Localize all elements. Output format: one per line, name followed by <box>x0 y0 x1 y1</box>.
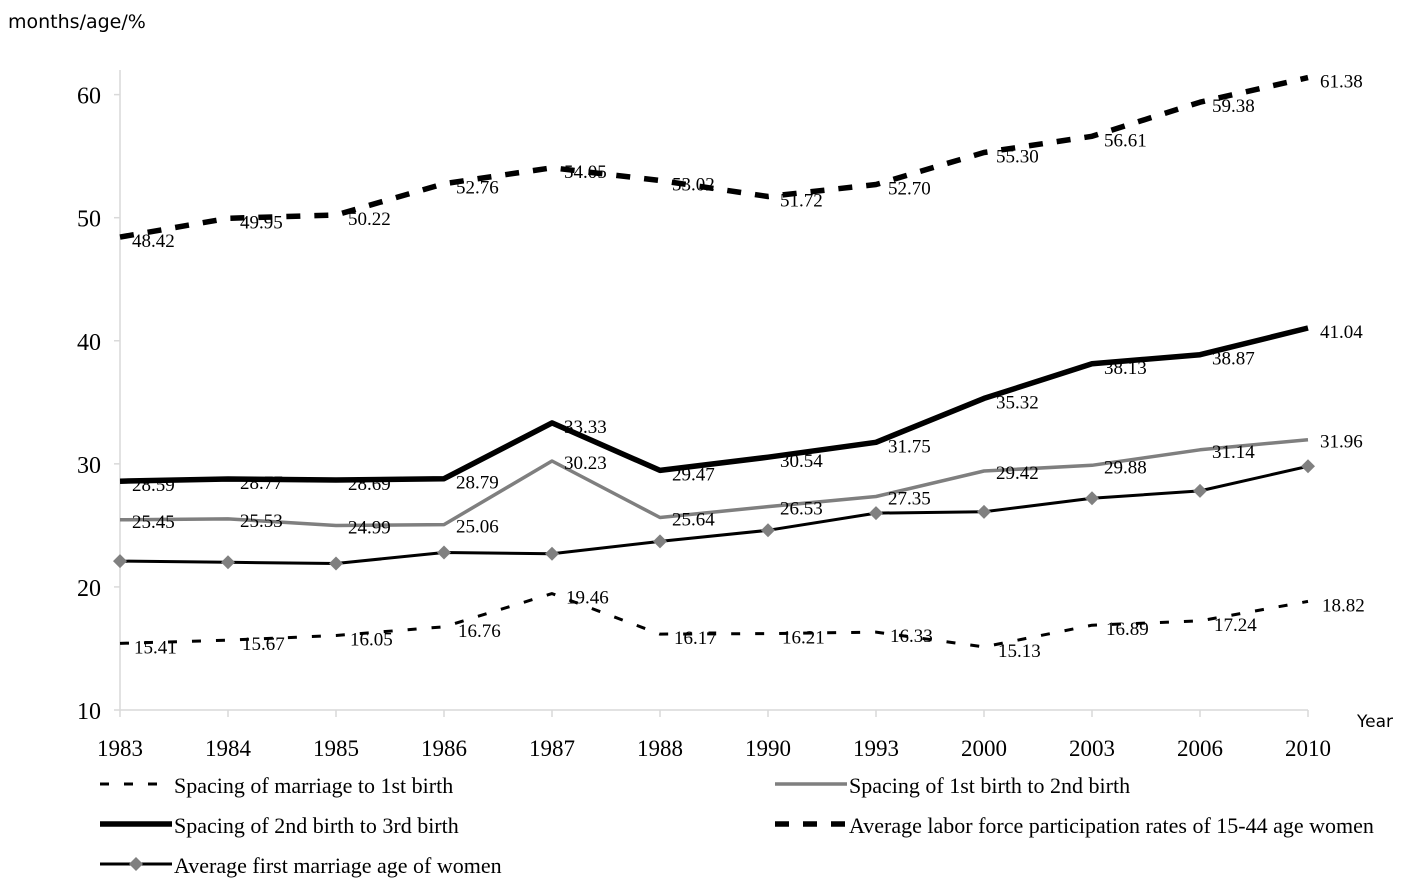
data-label: 25.06 <box>456 517 499 538</box>
data-label: 38.87 <box>1212 349 1255 370</box>
x-axis-label: Year <box>1356 712 1393 732</box>
series-line <box>119 464 1309 565</box>
data-label: 28.59 <box>132 475 175 496</box>
legend-label: Average labor force participation rates … <box>849 813 1374 838</box>
data-label: 25.53 <box>240 511 283 532</box>
data-label: 33.33 <box>564 417 607 438</box>
y-axis-ticks: 10 20 30 40 50 60 <box>77 84 120 725</box>
data-label: 30.23 <box>564 453 607 474</box>
y-tick-label: 10 <box>77 699 101 725</box>
data-label: 29.88 <box>1104 457 1147 478</box>
x-tick-label: 1986 <box>421 736 467 761</box>
x-tick-label: 1988 <box>637 736 683 761</box>
series-line <box>119 592 1309 649</box>
data-label: 48.42 <box>132 231 175 252</box>
data-label: 31.96 <box>1320 432 1363 453</box>
data-label: 16.76 <box>458 621 501 642</box>
data-label: 27.35 <box>888 488 931 509</box>
data-label: 55.30 <box>996 146 1039 167</box>
data-label: 59.38 <box>1212 96 1255 117</box>
data-point-marker <box>545 546 559 561</box>
data-label: 38.13 <box>1104 358 1147 379</box>
data-point-marker <box>977 504 991 519</box>
data-label: 29.47 <box>672 464 715 485</box>
data-label: 16.33 <box>890 626 933 647</box>
data-label: 19.46 <box>566 588 609 609</box>
x-tick-label: 2006 <box>1177 736 1223 761</box>
data-label: 24.99 <box>348 518 391 539</box>
series-lines <box>113 74 1315 649</box>
data-label: 31.75 <box>888 436 931 457</box>
data-label: 56.61 <box>1104 130 1147 151</box>
data-label: 25.64 <box>672 510 715 531</box>
x-tick-label: 1984 <box>205 736 252 761</box>
data-point-marker <box>653 534 667 549</box>
data-label: 15.67 <box>242 634 285 655</box>
data-point-marker <box>869 506 883 521</box>
data-label: 16.21 <box>782 628 825 649</box>
x-tick-label: 1983 <box>97 736 143 761</box>
data-point-marker <box>437 545 451 560</box>
data-label: 28.77 <box>240 473 283 494</box>
legend: Spacing of marriage to 1st birth Spacing … <box>100 773 1374 878</box>
data-point-marker <box>1301 459 1315 474</box>
x-tick-label: 1985 <box>313 736 359 761</box>
y-tick-label: 40 <box>77 330 101 356</box>
legend-label: Spacing of 2nd birth to 3rd birth <box>174 813 459 838</box>
series-line <box>119 437 1309 528</box>
y-tick-label: 30 <box>77 453 101 479</box>
data-label: 31.14 <box>1212 442 1255 463</box>
x-tick-label: 1990 <box>745 736 791 761</box>
legend-label: Spacing of marriage to 1st birth <box>174 773 453 798</box>
data-label: 26.53 <box>780 499 823 520</box>
x-tick-label: 1993 <box>853 736 899 761</box>
data-label: 16.89 <box>1106 619 1149 640</box>
series-line <box>119 74 1309 240</box>
data-point-marker <box>761 523 775 538</box>
data-point-marker <box>1085 491 1099 506</box>
y-tick-label: 20 <box>77 576 101 602</box>
y-axis-label: months/age/% <box>8 11 146 33</box>
data-label: 18.82 <box>1322 595 1365 616</box>
data-label: 15.41 <box>134 637 177 658</box>
y-tick-label: 60 <box>77 84 101 110</box>
data-label: 49.95 <box>240 212 283 233</box>
data-label: 29.42 <box>996 463 1039 484</box>
data-label: 15.13 <box>998 641 1041 662</box>
data-label: 16.05 <box>350 630 393 651</box>
data-label: 52.70 <box>888 178 931 199</box>
data-label: 30.54 <box>780 451 823 472</box>
data-label: 53.02 <box>672 175 715 196</box>
data-label: 17.24 <box>1214 615 1257 636</box>
legend-label: Average first marriage age of women <box>174 853 502 878</box>
data-point-marker <box>1193 483 1207 498</box>
data-label: 16.17 <box>674 628 717 649</box>
y-tick-label: 50 <box>77 207 101 233</box>
data-label: 61.38 <box>1320 72 1363 93</box>
data-label: 51.72 <box>780 191 823 212</box>
data-label: 50.22 <box>348 209 391 230</box>
data-label: 41.04 <box>1320 322 1363 343</box>
x-tick-label: 2000 <box>961 736 1007 761</box>
data-point-marker <box>221 555 235 570</box>
series-line <box>119 325 1309 484</box>
data-label: 52.76 <box>456 178 499 199</box>
x-tick-label: 2003 <box>1069 736 1115 761</box>
data-label: 28.69 <box>348 474 391 495</box>
legend-marker <box>129 857 143 871</box>
data-point-marker <box>113 554 127 569</box>
legend-label: Spacing of 1st birth to 2nd birth <box>849 773 1130 798</box>
data-point-marker <box>329 556 343 571</box>
data-label: 35.32 <box>996 392 1039 413</box>
x-tick-label: 2010 <box>1285 736 1331 761</box>
data-label: 25.45 <box>132 512 175 533</box>
data-label: 28.79 <box>456 473 499 494</box>
x-axis-ticks: 1983 1984 1985 1986 1987 1988 1990 1993 2000 2003… <box>97 710 1331 761</box>
x-tick-label: 1987 <box>529 736 575 761</box>
data-label: 54.05 <box>564 162 607 183</box>
data-labels: 15.41 15.67 16.05 16.76 19.46 16.17 16.21 16.33… <box>132 72 1365 662</box>
